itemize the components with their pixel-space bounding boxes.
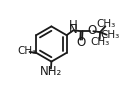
Text: O: O [77, 36, 86, 49]
Text: H: H [69, 19, 78, 32]
Text: CH₃: CH₃ [96, 19, 115, 29]
Text: CH₃: CH₃ [90, 37, 110, 47]
Text: NH₂: NH₂ [40, 65, 62, 78]
Text: N: N [69, 23, 78, 36]
Text: CH₃: CH₃ [17, 46, 37, 56]
Text: CH₃: CH₃ [100, 30, 119, 40]
Text: O: O [87, 24, 96, 37]
